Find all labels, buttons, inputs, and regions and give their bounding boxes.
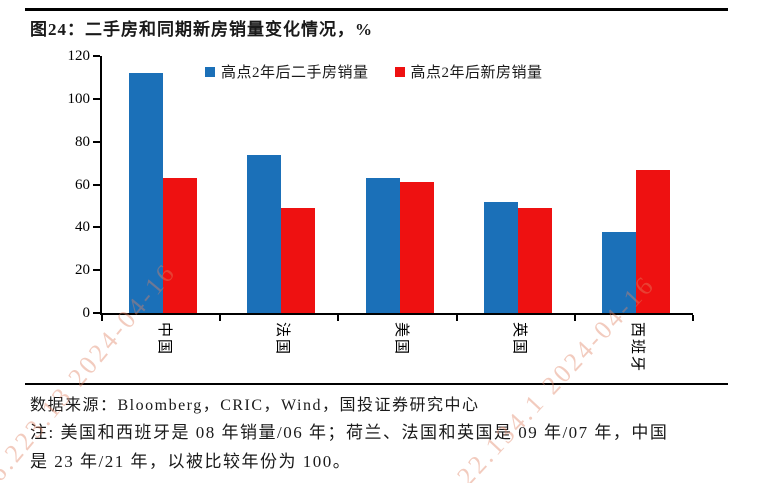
legend-swatch-icon (205, 66, 215, 77)
bar-secondhand-4 (601, 231, 636, 313)
y-tick (93, 97, 100, 100)
legend-item: 高点2年后二手房销量 (205, 61, 369, 82)
y-tick (93, 183, 100, 186)
y-tick-label: 20 (75, 262, 90, 279)
bar-newhome-3 (517, 208, 552, 313)
y-tick-label: 120 (67, 48, 91, 64)
y-tick-label: 80 (75, 133, 90, 150)
y-tick (93, 269, 100, 272)
x-category-label: 中国 (156, 322, 173, 357)
x-tick (573, 315, 576, 321)
legend-item: 高点2年后新房销量 (394, 61, 543, 82)
y-tick (93, 140, 100, 143)
bar-secondhand-1 (247, 154, 282, 313)
bar-newhome-2 (399, 182, 434, 313)
x-tick (219, 315, 222, 321)
y-axis (100, 56, 102, 315)
x-tick (101, 315, 103, 321)
x-category-label: 西班牙 (628, 322, 645, 374)
bar-newhome-1 (281, 208, 316, 313)
y-tick-label: 40 (75, 219, 90, 236)
y-tick-label: 60 (75, 176, 90, 193)
note-line-1: 注: 美国和西班牙是 08 年销量/06 年；荷兰、法国和英国是 09 年/07… (30, 423, 669, 442)
y-tick (93, 55, 100, 57)
y-tick (93, 226, 100, 229)
x-axis (100, 313, 693, 315)
y-tick-label: 0 (82, 305, 91, 321)
bar-secondhand-2 (365, 178, 400, 313)
x-category-label: 英国 (510, 322, 527, 357)
top-divider (25, 8, 728, 11)
note-line-2: 是 23 年/21 年，以被比较年份为 100。 (30, 452, 352, 471)
legend-label: 高点2年后二手房销量 (221, 65, 369, 81)
source-line: 数据来源：Bloomberg，CRIC，Wind，国投证券研究中心 (30, 397, 480, 414)
footer-divider (25, 383, 728, 385)
y-tick (93, 312, 100, 314)
x-category-label: 美国 (392, 322, 409, 357)
bar-newhome-4 (635, 169, 670, 313)
x-tick (455, 315, 458, 321)
x-category-label: 法国 (274, 322, 291, 357)
legend-swatch-icon (394, 66, 405, 77)
y-tick-label: 100 (67, 90, 91, 107)
bar-newhome-0 (163, 178, 198, 313)
chart-legend: 高点2年后二手房销量 高点2年后新房销量 (205, 61, 543, 82)
legend-label: 高点2年后新房销量 (410, 65, 543, 81)
x-tick (692, 315, 694, 321)
page-title: 图24：二手房和同期新房销量变化情况，% (30, 20, 373, 39)
bar-secondhand-3 (483, 201, 518, 313)
bar-secondhand-0 (129, 73, 164, 313)
x-tick (337, 315, 340, 321)
